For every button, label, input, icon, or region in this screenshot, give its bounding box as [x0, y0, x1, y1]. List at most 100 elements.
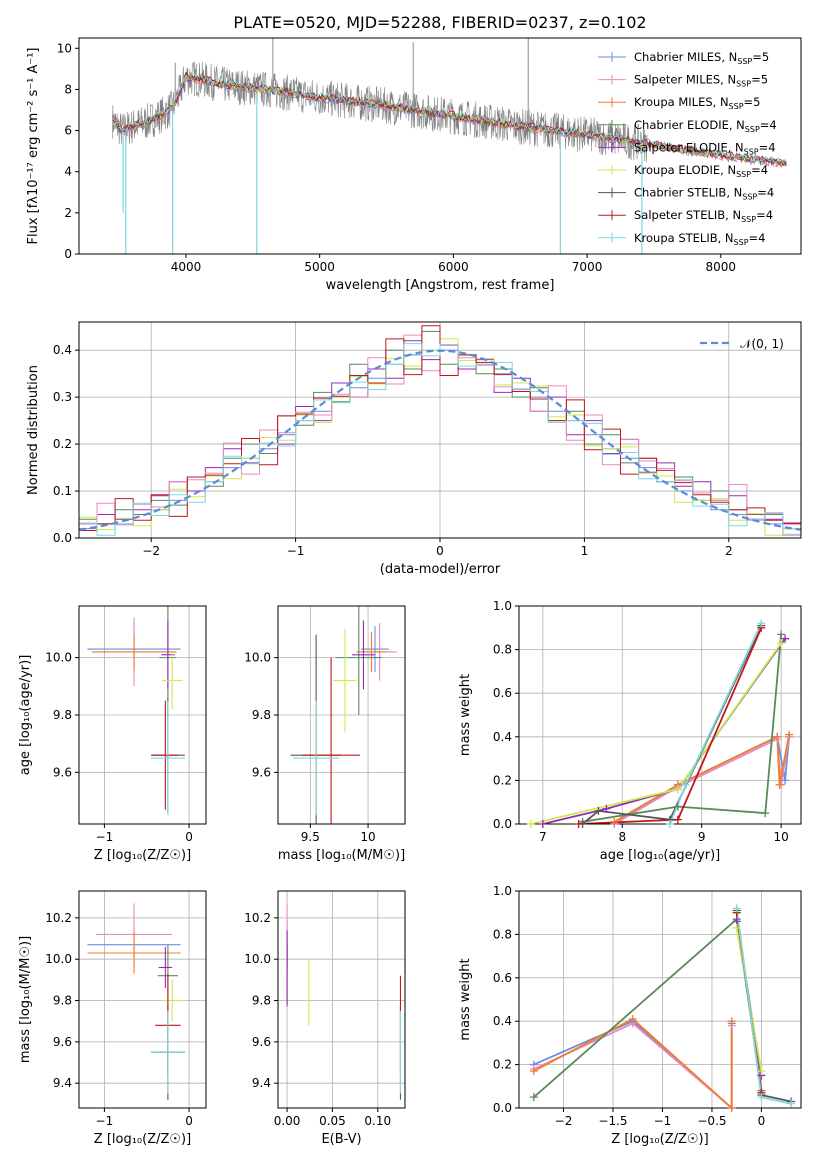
x-tick-label: −1: [96, 830, 114, 844]
series-line: [533, 1017, 733, 1108]
x-tick-label: 10: [774, 830, 789, 844]
y-axis-label: mass weight: [458, 674, 473, 756]
chart-mass-vs-EBV: 0.00 0.05 0.10 9.4 9.6 9.8 10.0 10.2 E(B-V): [244, 890, 406, 1147]
errorbar-point: [158, 946, 173, 989]
y-tick-label: 0.4: [493, 1014, 512, 1028]
y-tick-label: 9.6: [53, 1035, 72, 1049]
y-tick-label: 6: [64, 124, 72, 138]
legend-label: Chabrier MILES, NSSP=5: [634, 50, 769, 66]
x-tick-label: −1: [287, 544, 305, 558]
axes-frame: [277, 890, 406, 1109]
y-tick-label: 9.6: [252, 1035, 271, 1049]
plus-marker: [727, 1104, 736, 1112]
x-tick-label: 0.10: [364, 1114, 391, 1128]
errorbar-point: [161, 651, 183, 710]
x-tick-label: 7000: [572, 260, 603, 274]
plus-marker: [538, 820, 547, 828]
series-line: [581, 625, 763, 824]
x-tick-label: −2: [142, 544, 160, 558]
y-tick-label: 0.0: [493, 817, 512, 831]
x-tick-label: 0: [185, 830, 193, 844]
y-tick-label: 0.3: [53, 390, 72, 404]
plus-marker: [787, 1099, 796, 1108]
legend-label: Salpeter MILES, NSSP=5: [634, 73, 768, 89]
y-tick-label: 10.2: [45, 911, 72, 925]
y-tick-label: 0.6: [493, 686, 512, 700]
x-tick-label: 8000: [706, 260, 737, 274]
x-axis-label: wavelength [Angstrom, rest frame]: [326, 278, 555, 293]
errorbar-point: [91, 634, 177, 670]
errorbar-point: [293, 700, 340, 816]
series-line: [578, 627, 763, 824]
y-tick-label: 1.0: [493, 599, 512, 613]
y-tick-label: 0.2: [493, 773, 512, 787]
chart-age-vs-Z: −1 0 9.6 9.8 10.0 Z [log₁₀(Z/Z☉)] age [log₁₀(a…: [18, 605, 207, 863]
errorbar-point: [361, 626, 389, 672]
plus-marker: [673, 815, 682, 824]
plus-marker: [785, 730, 794, 739]
y-tick-label: 10.2: [244, 911, 271, 925]
y-tick-label: 8: [64, 82, 72, 96]
y-tick-label: 10: [57, 41, 72, 55]
y-tick-label: 4: [64, 165, 72, 179]
x-tick-label: 0: [436, 544, 444, 558]
plus-marker: [594, 806, 603, 815]
plus-marker: [775, 780, 784, 789]
legend-label: Chabrier ELODIE, NSSP=4: [634, 118, 777, 134]
chart-spectrum: 4000 5000 6000 7000 8000 0 2 4 6 8 10 wavelength [A…: [26, 37, 802, 293]
x-tick-label: 8: [618, 830, 626, 844]
x-tick-label: 0.05: [319, 1114, 346, 1128]
legend-label: Salpeter ELODIE, NSSP=4: [634, 140, 776, 156]
x-tick-label: 0: [758, 1114, 766, 1128]
y-tick-label: 9.6: [53, 765, 72, 779]
x-tick-label: −1: [654, 1114, 672, 1128]
y-tick-label: 9.8: [252, 994, 271, 1008]
y-tick-label: 1.0: [493, 884, 512, 898]
y-tick-label: 9.6: [252, 765, 271, 779]
series-line: [542, 638, 786, 824]
y-tick-label: 0.2: [493, 1058, 512, 1072]
x-tick-label: 9.5: [301, 830, 320, 844]
x-axis-label: mass [log₁₀(M/M☉)]: [278, 848, 405, 863]
y-tick-label: 0.8: [493, 927, 512, 941]
x-tick-label: 10: [360, 830, 375, 844]
plus-marker: [732, 923, 741, 932]
x-tick-label: 7: [539, 830, 547, 844]
plot-area: [533, 908, 792, 1108]
y-tick-label: 9.8: [252, 708, 271, 722]
errorbar-point: [152, 700, 179, 810]
plus-marker: [665, 820, 674, 828]
axes-frame: [78, 37, 802, 255]
plus-marker: [781, 776, 790, 785]
x-tick-label: 6000: [438, 260, 469, 274]
axes-frame: [518, 890, 802, 1109]
legend-label: Chabrier STELIB, NSSP=4: [634, 186, 774, 202]
x-tick-label: 1: [581, 544, 589, 558]
chart-residuals: −2 −1 0 1 2 0.0 0.1 0.2 0.3 0.4 (data-model)/error…: [26, 321, 802, 577]
axes-frame: [518, 605, 802, 825]
legend-label: Kroupa ELODIE, NSSP=4: [634, 163, 768, 179]
x-tick-label: 9: [698, 830, 706, 844]
plus-marker: [773, 732, 782, 741]
errorbar-point: [302, 657, 360, 824]
model-chabrier-elodie: [112, 74, 787, 167]
y-axis-label: mass weight: [458, 958, 473, 1040]
y-tick-label: 9.4: [53, 1076, 72, 1090]
plot-area: [286, 903, 402, 1100]
legend-label: Kroupa STELIB, NSSP=4: [634, 231, 765, 247]
y-tick-label: 0.4: [493, 730, 512, 744]
legend-label: 𝒩(0, 1): [740, 337, 784, 351]
series-line: [735, 908, 792, 1105]
errorbar-point: [333, 628, 357, 733]
y-tick-label: 0.6: [493, 971, 512, 985]
plot-area: [87, 903, 185, 1100]
y-tick-label: 9.4: [252, 1076, 271, 1090]
series-line: [735, 910, 792, 1103]
x-tick-label: −2: [555, 1114, 573, 1128]
y-axis-label: mass [log₁₀(M/M☉)]: [18, 936, 33, 1063]
x-tick-label: 2: [725, 544, 733, 558]
plus-marker: [781, 634, 790, 643]
plot-area: [87, 606, 185, 816]
x-tick-label: 5000: [304, 260, 335, 274]
